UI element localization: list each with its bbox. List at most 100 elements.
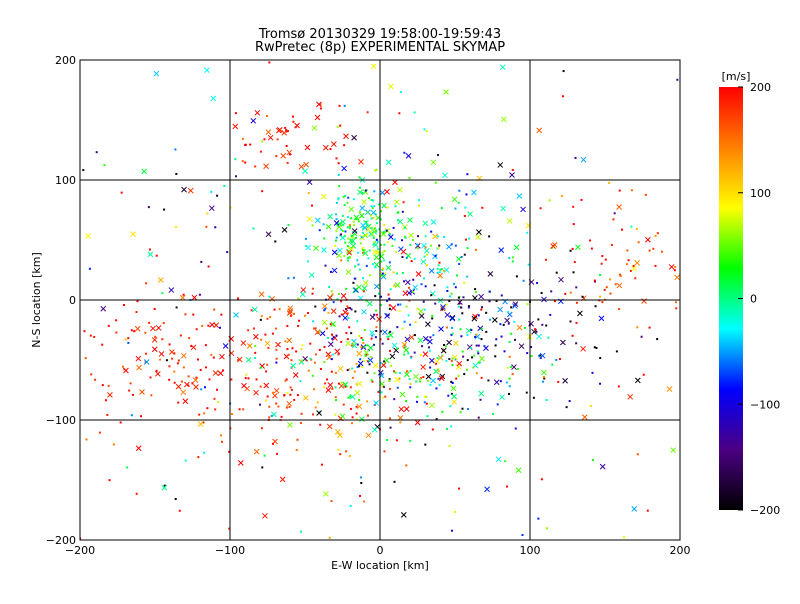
data-point-x <box>394 376 401 383</box>
data-point <box>358 268 361 271</box>
data-point <box>383 250 386 253</box>
x-axis-label: E-W location [km] <box>331 559 429 572</box>
data-point <box>477 352 480 355</box>
data-point <box>348 227 351 230</box>
data-point <box>122 304 125 307</box>
data-point-x <box>314 217 321 224</box>
x-tick-label: 0 <box>377 544 384 557</box>
data-point <box>399 303 402 306</box>
data-point-x <box>323 491 329 497</box>
data-point <box>324 382 327 385</box>
data-point <box>573 261 576 264</box>
data-point <box>203 412 206 415</box>
data-point <box>405 305 408 308</box>
data-point-x <box>331 249 338 256</box>
data-point <box>370 227 373 230</box>
data-point-x <box>251 306 258 313</box>
data-point <box>372 236 375 239</box>
data-point <box>366 344 369 347</box>
data-point-x <box>408 232 414 239</box>
data-point <box>401 256 404 259</box>
data-point <box>365 353 368 356</box>
data-point-x <box>599 463 606 470</box>
data-point <box>197 456 200 459</box>
colorbar-tick-label: 0 <box>750 293 757 306</box>
data-point <box>446 286 449 289</box>
data-point <box>380 260 383 263</box>
data-point <box>459 411 462 414</box>
data-point-x <box>155 325 162 331</box>
data-point <box>417 235 420 238</box>
data-point <box>306 260 309 263</box>
data-point <box>163 484 166 487</box>
data-point <box>369 274 372 277</box>
data-point <box>275 357 278 360</box>
data-point <box>381 231 384 234</box>
data-point-x <box>151 346 158 353</box>
data-point-x <box>139 389 145 395</box>
data-point <box>478 361 481 364</box>
data-point <box>599 382 602 385</box>
data-point <box>373 372 376 375</box>
data-point <box>404 400 407 403</box>
data-point <box>319 107 322 110</box>
data-point <box>334 386 337 389</box>
data-point <box>400 239 403 242</box>
data-point <box>505 381 508 384</box>
data-point-x <box>356 403 363 410</box>
data-point-x <box>369 329 376 336</box>
data-point-x <box>499 394 505 401</box>
data-point <box>675 307 678 310</box>
data-point <box>310 204 313 207</box>
data-point <box>461 350 464 353</box>
data-point <box>311 224 314 227</box>
data-point-x <box>456 360 463 367</box>
data-point <box>360 482 363 485</box>
data-point <box>258 403 261 406</box>
data-point <box>346 257 349 260</box>
data-point-x <box>429 402 435 409</box>
data-point <box>466 247 469 250</box>
data-point <box>370 198 373 201</box>
x-tick-label: 100 <box>520 544 541 557</box>
data-point <box>115 319 118 322</box>
data-point <box>272 391 275 394</box>
data-point <box>126 466 129 469</box>
data-point <box>112 443 115 446</box>
data-point <box>420 377 423 380</box>
data-point-x <box>417 308 424 315</box>
colorbar-tick-label: −200 <box>750 504 780 517</box>
data-point <box>263 454 266 457</box>
data-point <box>359 476 362 479</box>
data-point <box>507 322 510 325</box>
data-point-x <box>286 149 293 156</box>
data-point-x <box>258 291 265 298</box>
data-point <box>426 253 429 256</box>
data-point-x <box>187 187 194 194</box>
data-point-x <box>541 296 547 303</box>
data-point <box>548 199 551 202</box>
data-point <box>465 193 468 196</box>
data-point-x <box>153 70 160 77</box>
data-point-x <box>361 199 367 205</box>
data-point <box>376 240 379 243</box>
data-point <box>254 165 257 168</box>
data-point <box>542 376 545 379</box>
data-point <box>460 256 463 259</box>
data-point <box>346 245 349 248</box>
data-point <box>381 274 384 277</box>
data-point-x <box>143 359 150 365</box>
data-point <box>329 148 332 151</box>
data-point-x <box>363 349 370 356</box>
data-point <box>351 376 354 379</box>
data-point <box>104 399 107 402</box>
data-point <box>463 373 466 376</box>
data-point-x <box>400 248 407 255</box>
data-point <box>375 238 378 241</box>
y-axis-ticks: −200 −100 0 100 200 <box>46 54 76 547</box>
data-point <box>488 290 491 293</box>
data-point-x <box>440 347 447 354</box>
data-point-x <box>254 109 261 116</box>
data-point <box>453 510 456 513</box>
data-point <box>179 334 182 337</box>
